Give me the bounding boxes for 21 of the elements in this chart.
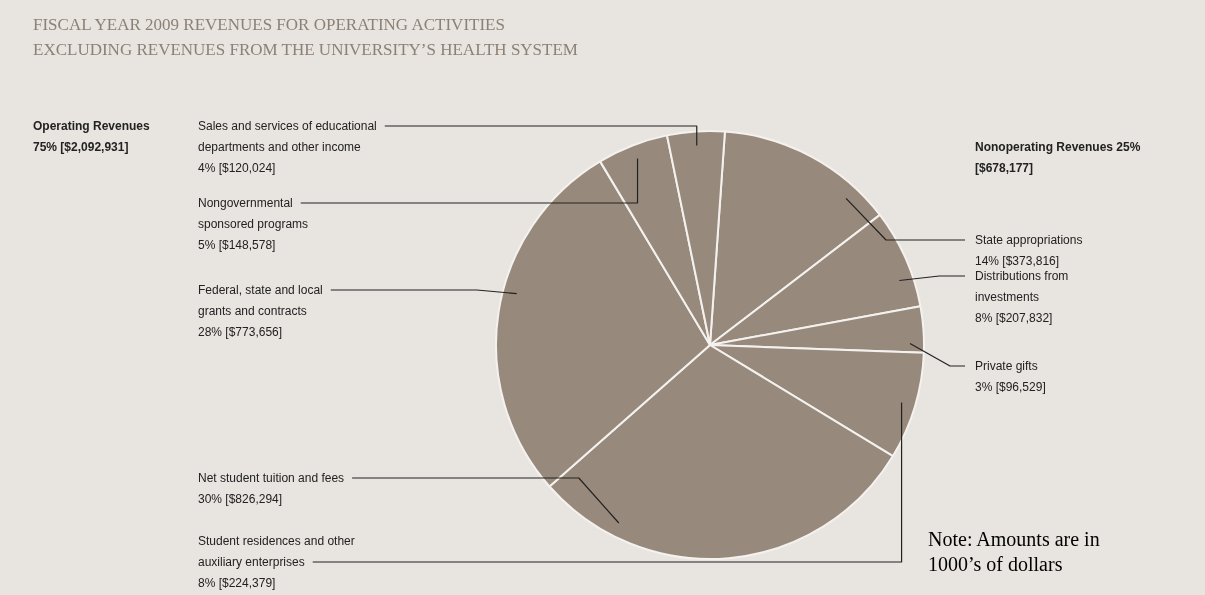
data-label: 30% [$826,294] xyxy=(198,490,284,508)
slice-label: Nongovernmental sponsored programs xyxy=(198,195,309,231)
data-label: 28% [$773,656] xyxy=(198,323,284,341)
chart-subtitle: EXCLUDING REVENUES FROM THE UNIVERSITY’S HEALTH SYSTEM xyxy=(33,39,578,61)
data-label: 4% [$120,024] xyxy=(198,159,277,177)
text: Note: Amounts are in 1000’s of dollars xyxy=(928,527,1101,577)
data-label: 8% [$224,379] xyxy=(198,574,277,592)
slice-label: Student residences and other auxiliary enterprises xyxy=(198,533,355,569)
slice-label: Sales and services of educational departments and other income xyxy=(198,118,377,154)
slice-label: State appropriations xyxy=(975,232,1083,247)
chart-title: FISCAL YEAR 2009 REVENUES FOR OPERATING ACTIVITIES xyxy=(33,14,506,36)
data-label: 8% [$207,832] xyxy=(975,309,1054,327)
data-label: 14% [$373,816] xyxy=(975,253,1060,268)
slice-label: Net student tuition and fees xyxy=(198,470,345,485)
data-label: 5% [$148,578] xyxy=(198,236,277,254)
slice-label: Federal, state and local grants and contracts xyxy=(198,282,323,318)
slice-label: Distributions from investments xyxy=(975,268,1069,304)
data-label: 3% [$96,529] xyxy=(975,378,1047,396)
text: Operating Revenues 75% [$2,092,931] xyxy=(33,117,151,156)
text: Nonoperating Revenues 25% [$678,177] xyxy=(975,138,1142,177)
slice-label: Private gifts xyxy=(975,358,1038,373)
